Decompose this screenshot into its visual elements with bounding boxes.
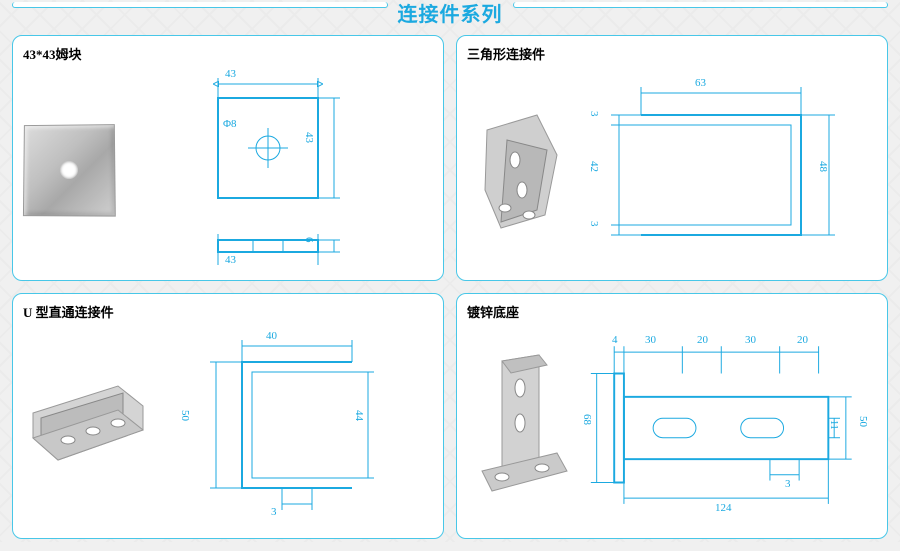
dim-galv-s4: 20 [797, 334, 808, 346]
header-row: 连接件系列 [0, 0, 900, 31]
u-channel-icon [23, 368, 153, 488]
galv-base-icon [467, 343, 572, 513]
photo-uconn [23, 368, 153, 488]
dim-tri-gap-top: 3 [588, 111, 600, 117]
card-title-uconn: U 型直通连接件 [23, 302, 433, 321]
dim-sect-w: 43 [225, 254, 236, 266]
dim-u-outer: 50 [179, 410, 191, 421]
photo-galv [467, 343, 577, 513]
card-body-block43: 43 Φ8 43 43 6 [23, 65, 433, 275]
card-galv: 镀锌底座 [456, 293, 888, 539]
dim-hole: Φ8 [223, 118, 237, 130]
card-body-tri: 63 3 42 3 48 [467, 65, 877, 275]
drawing-uconn: 40 50 44 3 [161, 328, 433, 528]
dim-galv-s1: 30 [645, 334, 656, 346]
svg-block43 [123, 70, 433, 270]
drawing-galv: 4 30 20 30 20 68 50 11 124 3 [585, 328, 877, 528]
card-block43: 43*43姆块 [12, 35, 444, 281]
card-title-galv: 镀锌底座 [467, 302, 877, 321]
card-tri: 三角形连接件 [456, 35, 888, 281]
dim-w-top: 43 [225, 68, 236, 80]
card-title-tri: 三角形连接件 [467, 44, 877, 63]
card-uconn: U 型直通连接件 [12, 293, 444, 539]
photo-block43 [23, 124, 115, 216]
dim-galv-s3: 30 [745, 334, 756, 346]
dim-tri-gap-bot: 3 [588, 221, 600, 227]
dim-galv-3: 3 [785, 478, 791, 490]
dim-sect-h: 6 [303, 237, 315, 243]
dim-tri-w: 63 [695, 77, 706, 89]
page-content: 连接件系列 43*43姆块 [0, 0, 900, 551]
card-body-galv: 4 30 20 30 20 68 50 11 124 3 [467, 323, 877, 533]
dim-u-flange: 3 [271, 506, 277, 518]
dim-u-w: 40 [266, 330, 277, 342]
svg-tri [585, 75, 877, 265]
svg-uconn [161, 328, 433, 528]
dim-galv-124: 124 [715, 502, 732, 514]
dim-galv-68: 68 [581, 414, 593, 425]
tri-bracket-icon [467, 100, 577, 240]
dim-galv-wall: 4 [612, 334, 618, 346]
dim-galv-s2: 20 [697, 334, 708, 346]
dim-h-right: 43 [303, 132, 315, 143]
drawing-block43: 43 Φ8 43 43 6 [123, 70, 433, 270]
dim-u-inner: 44 [353, 410, 365, 421]
dim-galv-50: 50 [857, 416, 869, 427]
drawing-tri: 63 3 42 3 48 [585, 75, 877, 265]
card-title-block43: 43*43姆块 [23, 44, 433, 63]
page-title: 连接件系列 [398, 0, 503, 27]
card-body-uconn: 40 50 44 3 [23, 323, 433, 533]
photo-tri [467, 100, 577, 240]
metal-plate-icon [23, 124, 116, 217]
header-rule-left [12, 2, 388, 8]
dim-galv-11: 11 [828, 420, 839, 430]
header-rule-right [513, 2, 889, 8]
dim-tri-outer-h: 48 [817, 161, 829, 172]
dim-tri-inner-h: 42 [588, 161, 600, 172]
card-grid: 43*43姆块 [0, 31, 900, 551]
